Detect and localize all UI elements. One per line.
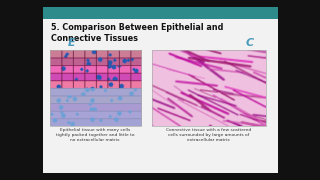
Bar [43, 7, 278, 19]
Text: 5. Comparison Between Epithelial and
Connective Tissues: 5. Comparison Between Epithelial and Con… [51, 22, 224, 43]
Bar [152, 50, 266, 126]
Text: E: E [68, 38, 76, 48]
Text: Connective tissue with a few scattered
cells surrounded by large amounts of
extr: Connective tissue with a few scattered c… [166, 128, 252, 142]
Bar [50, 50, 141, 126]
Text: C: C [245, 38, 254, 48]
Text: Epithelial tissue with many cells
tightly packed together and little to
no extra: Epithelial tissue with many cells tightl… [56, 128, 134, 142]
Bar [43, 7, 278, 173]
